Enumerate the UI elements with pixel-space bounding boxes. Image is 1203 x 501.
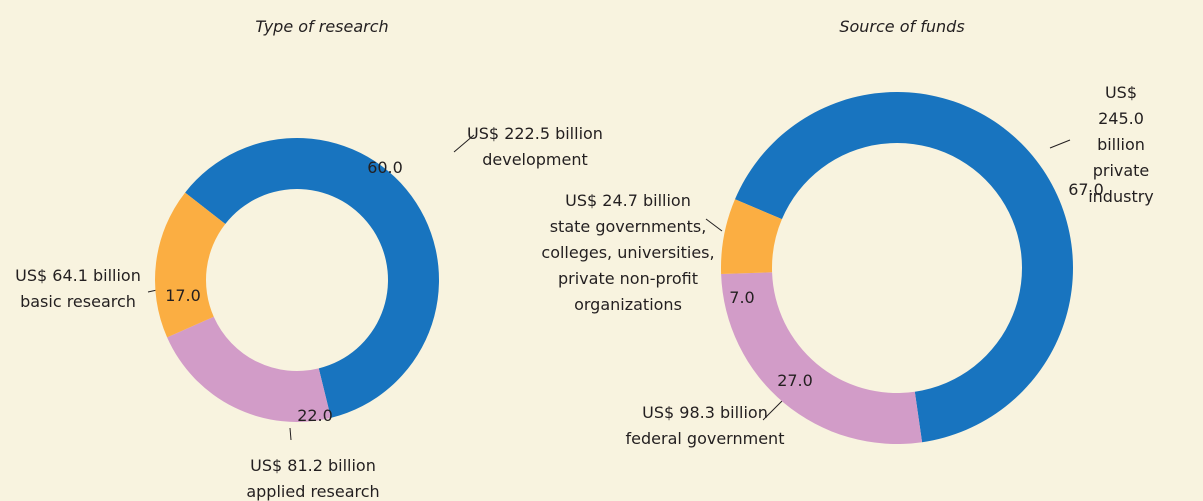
donut-segment [721, 199, 782, 274]
amount-label: US$ 24.7 billion [565, 191, 691, 210]
segment-label: US$ 64.1 billion basic research [15, 263, 141, 315]
category-label: private industry [1088, 161, 1154, 206]
value-label: 67.0 [1068, 180, 1104, 199]
donut-segment [155, 192, 226, 338]
value-label: 27.0 [777, 371, 813, 390]
leader-line [762, 399, 784, 421]
value-label: 17.0 [165, 286, 201, 305]
donut-segment [185, 137, 440, 418]
amount-label: US$ 81.2 billion [250, 456, 376, 475]
category-label: federal government [625, 429, 785, 448]
amount-label: US$ 98.3 billion [642, 403, 768, 422]
segment-label: US$ 222.5 billion development [467, 121, 603, 173]
value-label: 7.0 [729, 288, 755, 307]
leader-line [1049, 139, 1071, 149]
segment-label: US$ 245.0 billion private industry [1080, 80, 1162, 210]
amount-label: US$ 222.5 billion [467, 124, 603, 143]
donut-segment [721, 272, 923, 445]
leader-line [453, 134, 475, 153]
value-label: 22.0 [297, 406, 333, 425]
segment-label: US$ 24.7 billion state governments, colle… [541, 188, 714, 318]
donut-segment [734, 92, 1074, 443]
amount-label: US$ 64.1 billion [15, 266, 141, 285]
chart-title: Source of funds [839, 17, 965, 36]
amount-label: US$ 245.0 billion [1097, 83, 1145, 154]
value-label: 60.0 [367, 158, 403, 177]
category-label: basic research [20, 292, 136, 311]
category-label: development [482, 150, 588, 169]
segment-label: US$ 81.2 billion applied research [246, 453, 379, 501]
category-label: applied research [246, 482, 380, 501]
chart-title: Type of research [255, 17, 389, 36]
donut-segment [167, 316, 331, 422]
leader-line [705, 218, 723, 232]
segment-label: US$ 98.3 billion federal government [626, 400, 785, 452]
category-label: state governments, colleges, universitie… [541, 217, 715, 314]
leader-line [289, 427, 292, 441]
